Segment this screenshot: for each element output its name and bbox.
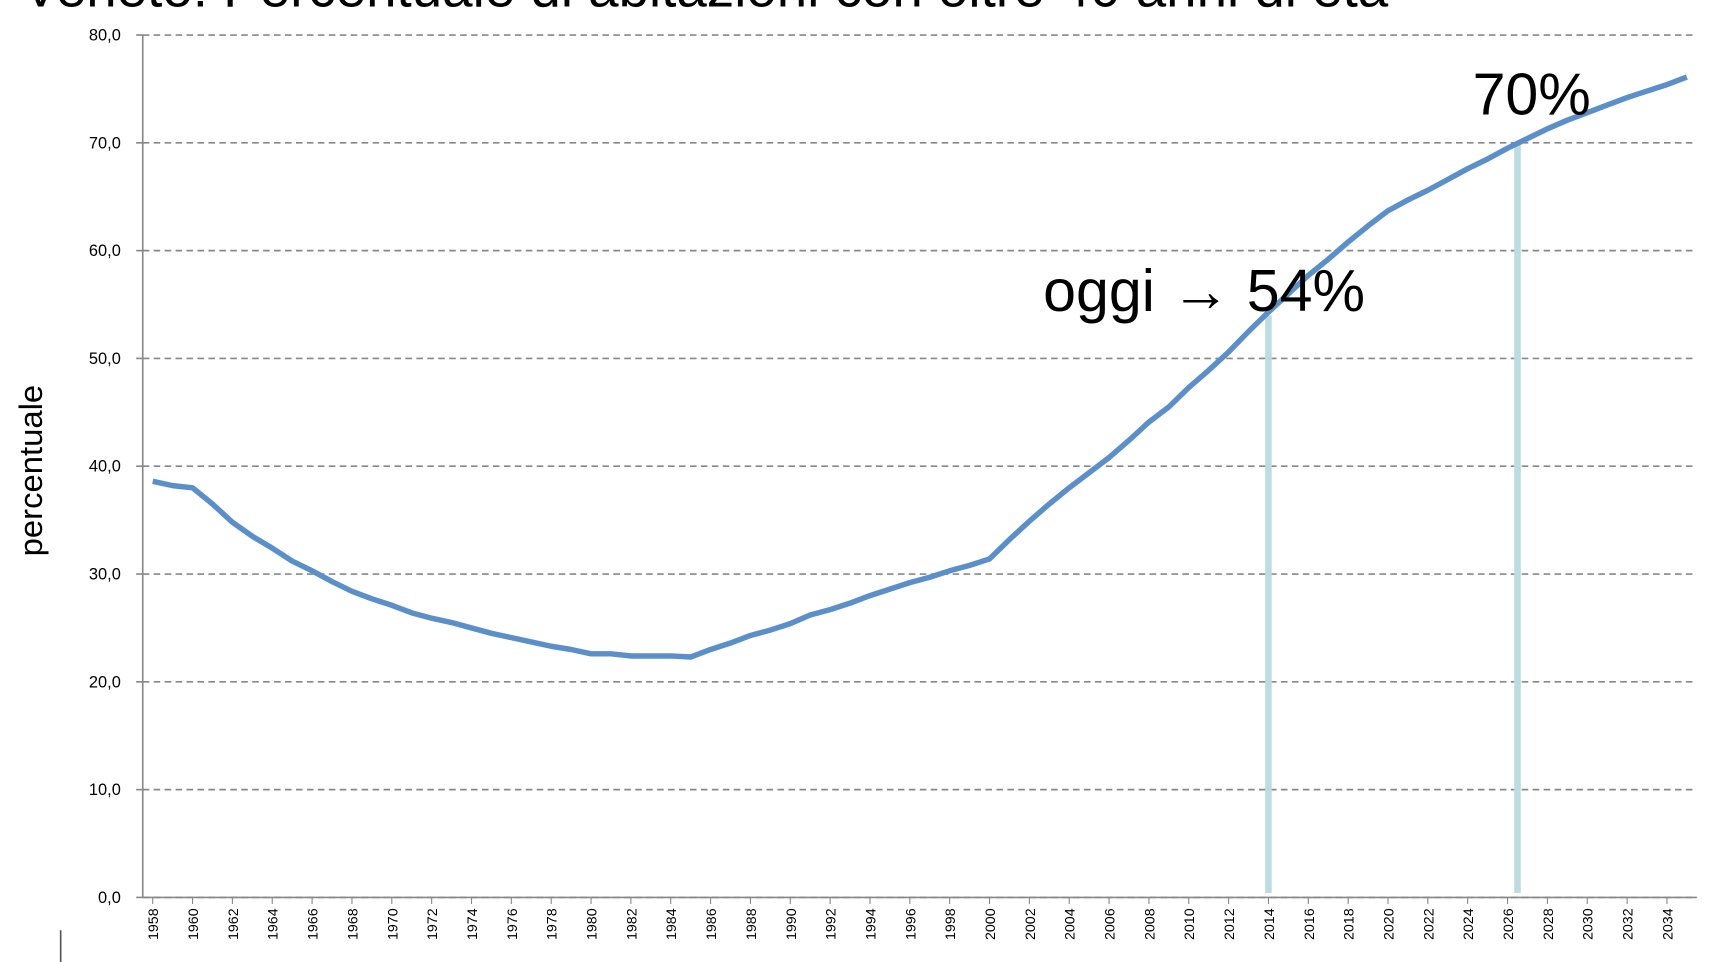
x-tick-label: 2028 <box>1541 908 1557 940</box>
x-tick-label: 1978 <box>545 908 561 940</box>
y-tick-label: 80,0 <box>89 26 121 44</box>
x-tick-label: 2014 <box>1262 908 1278 940</box>
x-tick-label: 1958 <box>146 908 162 940</box>
x-tick-label: 1968 <box>345 908 361 940</box>
x-tick-label: 1970 <box>385 908 401 940</box>
y-tick-label: 50,0 <box>89 350 121 368</box>
y-tick-label: 60,0 <box>89 242 121 260</box>
x-tick-label: 1996 <box>903 908 919 940</box>
x-tick-label: 1992 <box>824 908 840 940</box>
x-tick-label: 1960 <box>186 908 202 940</box>
x-tick-label: 1976 <box>505 908 521 940</box>
x-tick-label: 2000 <box>983 908 999 940</box>
x-tick-label: 1982 <box>624 908 640 940</box>
x-tick-label: 1994 <box>863 908 879 940</box>
x-tick-label: 2032 <box>1621 908 1637 940</box>
x-tick-label: 1980 <box>585 908 601 940</box>
y-tick-label: 70,0 <box>89 134 121 152</box>
data-line <box>152 74 1688 660</box>
x-tick-label: 1966 <box>306 908 322 940</box>
annotation-label: oggi → 54% <box>1043 258 1365 324</box>
annotation-label: 70% <box>1473 61 1591 127</box>
x-tick-label: 2006 <box>1103 908 1119 940</box>
y-tick-label: 0,0 <box>98 889 121 907</box>
y-tick-label: 10,0 <box>89 781 121 799</box>
x-tick-label: 1974 <box>465 908 481 940</box>
x-tick-label: 2034 <box>1660 908 1676 940</box>
x-tick-label: 2024 <box>1461 908 1477 940</box>
x-tick-label: 2020 <box>1381 908 1397 940</box>
x-tick-label: 2030 <box>1581 908 1597 940</box>
y-tick-label: 40,0 <box>89 458 121 476</box>
y-tick-label: 20,0 <box>89 673 121 691</box>
x-tick-label: 2012 <box>1222 908 1238 940</box>
x-tick-label: 2026 <box>1501 908 1517 940</box>
x-tick-label: 2002 <box>1023 908 1039 940</box>
x-tick-label: 1972 <box>425 908 441 940</box>
x-tick-label: 2004 <box>1063 908 1079 940</box>
x-tick-label: 1988 <box>744 908 760 940</box>
x-tick-label: 2010 <box>1182 908 1198 940</box>
y-axis-label: percentuale <box>12 385 49 557</box>
x-tick-label: 1964 <box>266 908 282 940</box>
x-tick-label: 2018 <box>1342 908 1358 940</box>
x-tick-label: 1998 <box>943 908 959 940</box>
x-tick-label: 2022 <box>1421 908 1437 940</box>
y-tick-label: 30,0 <box>89 565 121 583</box>
x-tick-label: 2016 <box>1302 908 1318 940</box>
x-tick-label: 2008 <box>1142 908 1158 940</box>
x-tick-label: 1962 <box>226 908 242 940</box>
x-tick-label: 1990 <box>784 908 800 940</box>
x-tick-label: 1984 <box>664 908 680 940</box>
x-tick-label: 1986 <box>704 908 720 940</box>
chart-title: Veneto: Percentuale di abitazioni con ol… <box>22 0 1388 19</box>
